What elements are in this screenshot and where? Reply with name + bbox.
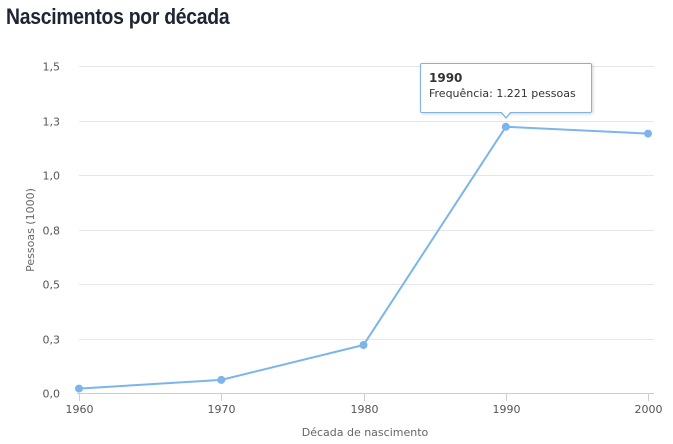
y-axis-title: Pessoas (1000) [24,188,37,272]
y-tick-label: 0,0 [43,388,61,401]
x-tick-label: 1990 [493,403,521,416]
x-axis [77,393,654,401]
x-axis-tick-labels: 1960 1970 1980 1990 2000 [66,403,663,416]
y-tick-label: 1,3 [43,116,61,129]
series-group [75,122,652,393]
tooltip-pointer [500,111,512,119]
y-tick-label: 0,5 [43,279,61,292]
y-axis-tick-labels: 0,0 0,3 0,5 0,8 1,0 1,3 1,5 [43,61,61,401]
x-tick-label: 2000 [635,403,663,416]
data-point[interactable] [644,129,652,138]
x-tick-label: 1970 [208,403,236,416]
tooltip-title: 1990 [429,71,463,85]
series-line [78,125,649,390]
y-tick-label: 1,0 [43,170,61,183]
x-tick-label: 1980 [351,403,379,416]
x-axis-title: Década de nascimento [302,426,429,439]
data-point[interactable] [501,122,510,131]
page-title: Nascimentos por década [6,4,230,29]
data-point[interactable] [75,384,83,393]
data-point-tooltip: 1990 Frequência: 1.221 pessoas [420,63,592,119]
data-point[interactable] [217,375,226,384]
y-tick-label: 1,5 [43,61,61,74]
x-tick-label: 1960 [66,403,94,416]
data-point[interactable] [359,341,368,349]
y-tick-label: 0,3 [43,334,61,347]
y-tick-label: 0,8 [43,225,61,238]
tooltip-text: Frequência: 1.221 pessoas [429,87,576,100]
